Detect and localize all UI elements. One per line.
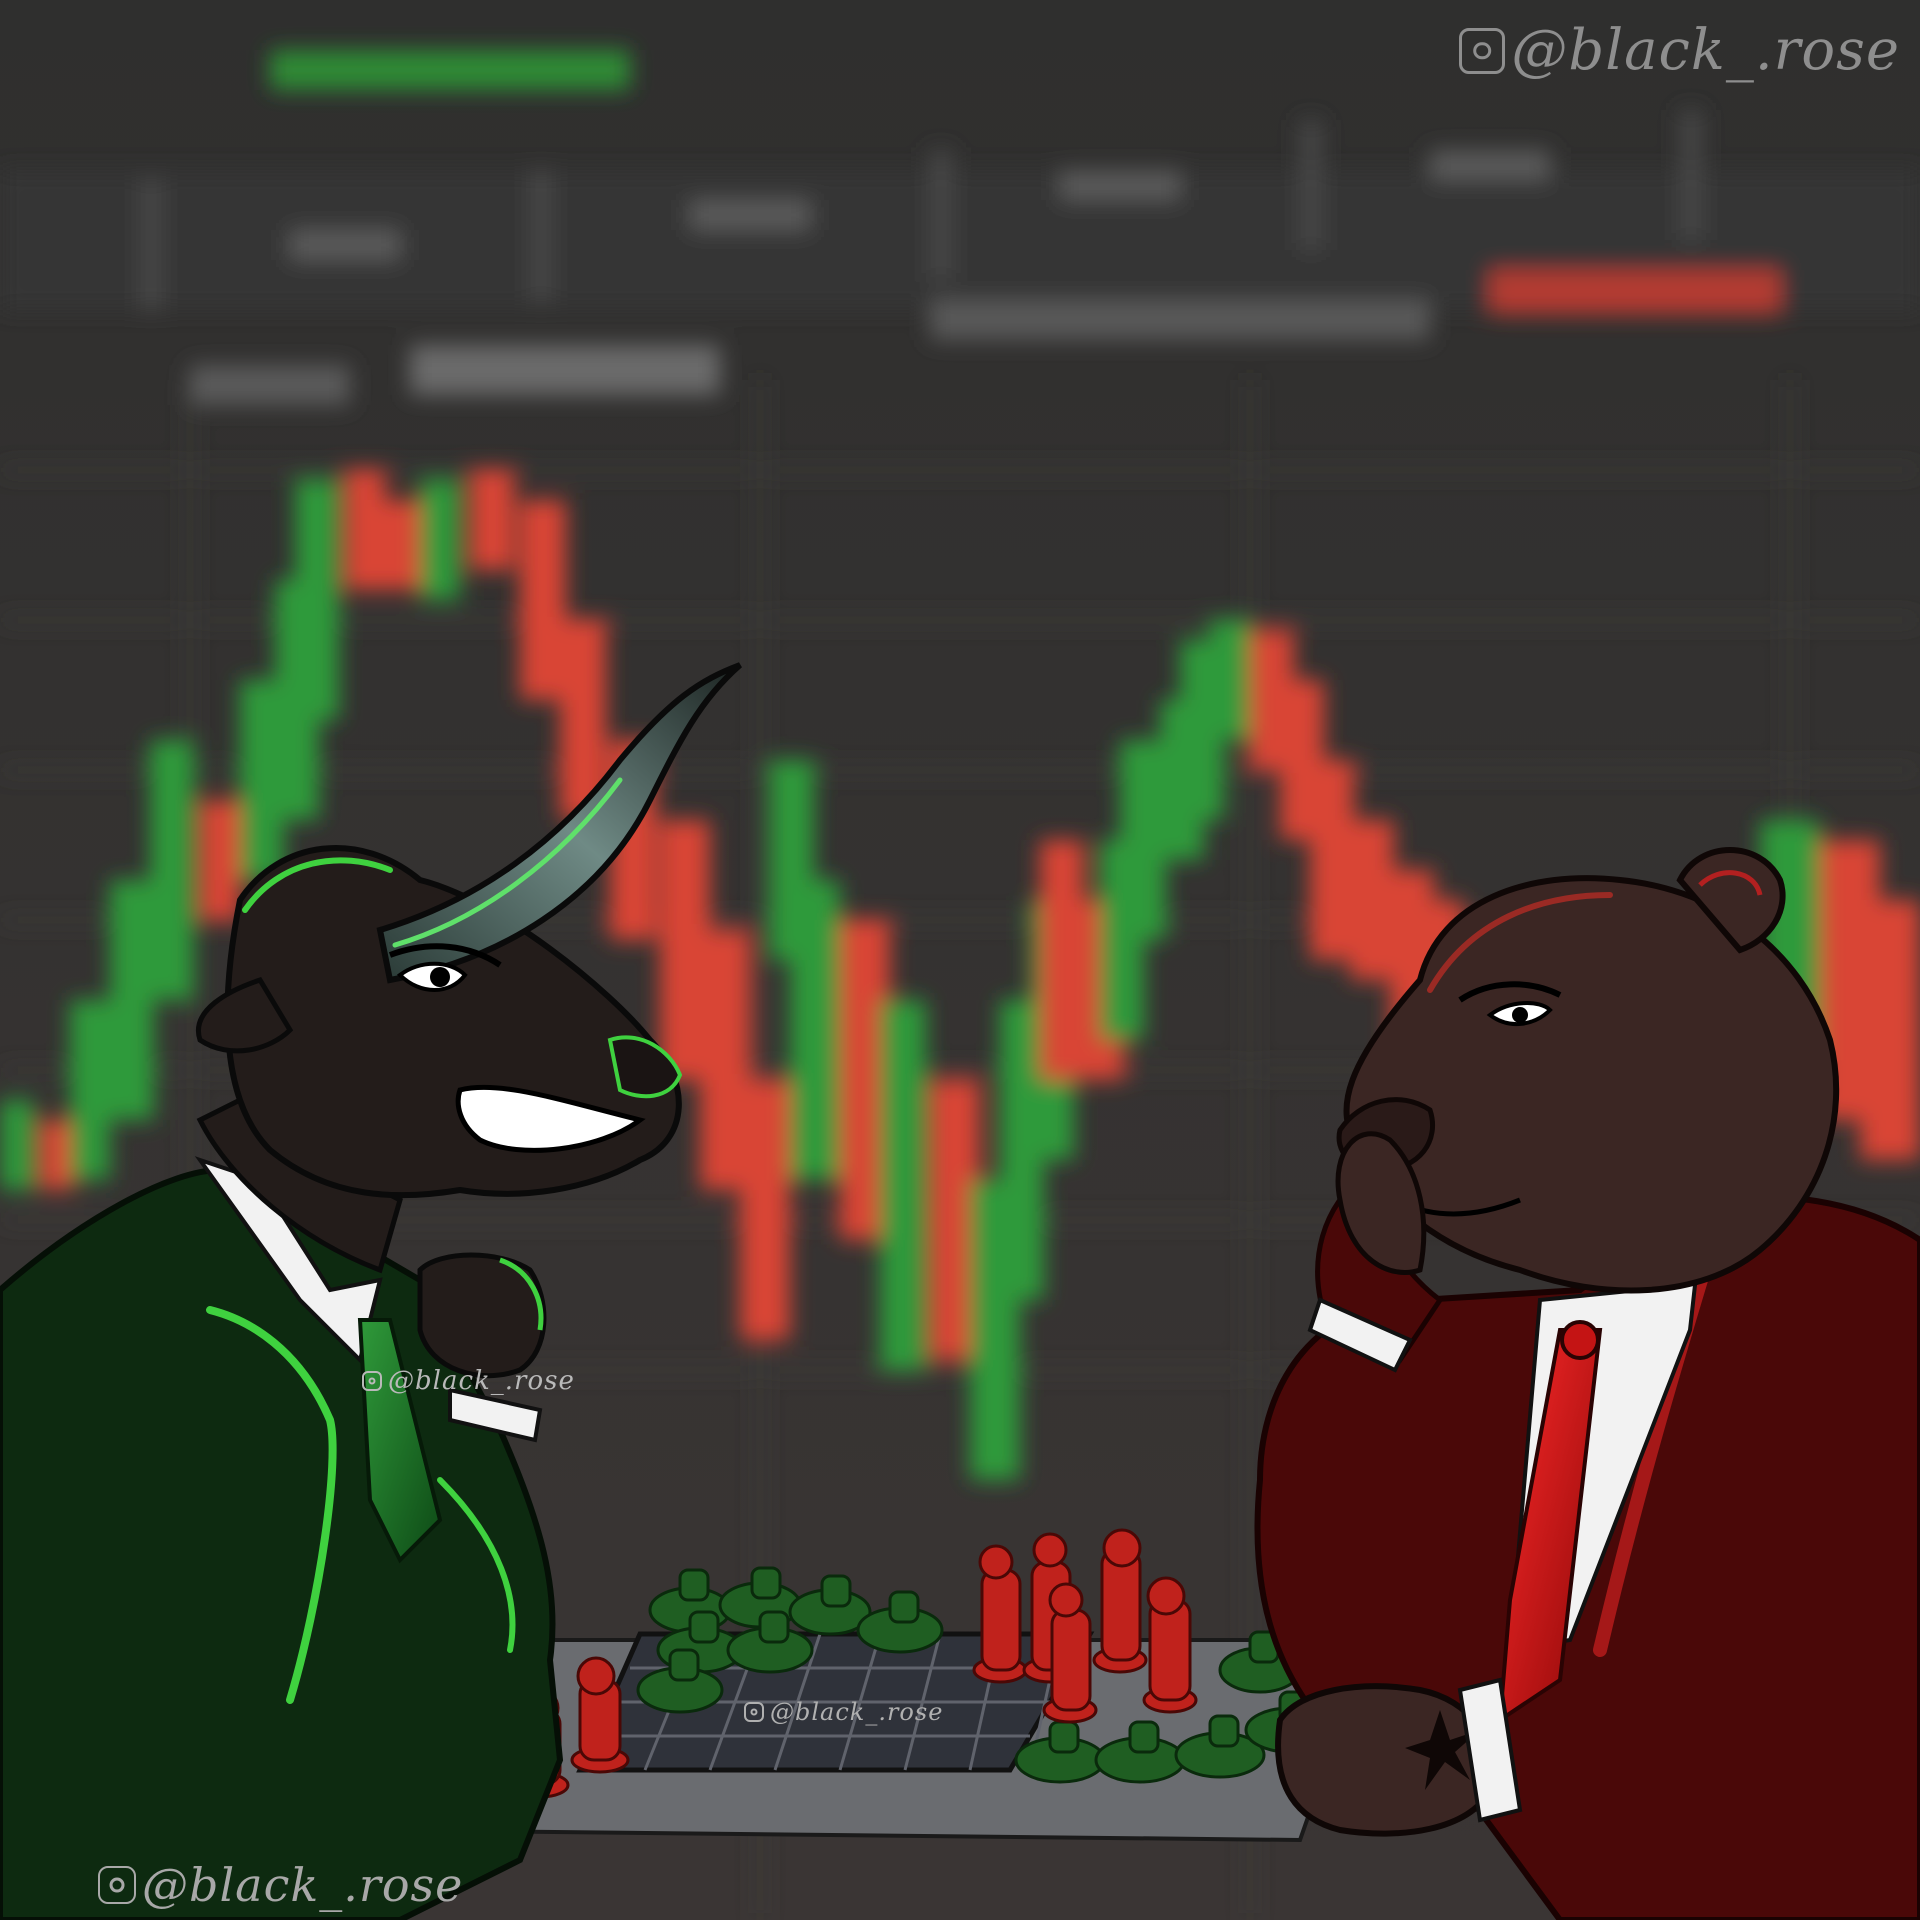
bull-chess-pieces <box>636 1566 1336 1784</box>
watermark-text: @black_.rose <box>1511 18 1900 83</box>
instagram-icon <box>744 1702 764 1722</box>
bear-table-cuff <box>1457 1677 1523 1823</box>
watermark-text: @black_.rose <box>388 1366 575 1396</box>
bear-piece <box>1042 1582 1098 1724</box>
bull-piece <box>726 1610 814 1674</box>
bull-horn-highlight <box>392 777 623 948</box>
watermark-text: @black_.rose <box>142 1858 464 1912</box>
bull-piece <box>788 1574 872 1636</box>
board-grid <box>598 1633 1070 1771</box>
bull-arm-highlight <box>437 1477 516 1653</box>
bull-snout <box>607 1035 683 1099</box>
bear-cuff <box>1307 1297 1413 1373</box>
bear-ear-inner <box>1698 870 1763 896</box>
watermark-bottom-left: @black_.rose <box>98 1858 463 1912</box>
watermark-top-right: @black_.rose <box>1459 18 1900 83</box>
bear-piece <box>1092 1528 1148 1674</box>
bull-fist-highlight <box>499 1257 544 1331</box>
bull-suit-highlight <box>206 1306 337 1704</box>
bull-piece <box>636 1648 724 1714</box>
bear-ear <box>1676 847 1786 954</box>
bull-piece <box>856 1590 944 1654</box>
bear-character <box>1254 847 1920 1920</box>
bull-horn <box>376 662 742 984</box>
bear-paw-table <box>1275 1683 1495 1837</box>
instagram-icon <box>362 1371 382 1391</box>
bull-ear <box>195 976 294 1054</box>
bull-teeth <box>455 1084 646 1153</box>
watermark-on-tie: @black_.rose <box>362 1366 575 1396</box>
watermark-on-board: @black_.rose <box>744 1698 943 1726</box>
bull-fist <box>417 1252 547 1379</box>
watermark-text: @black_.rose <box>770 1698 944 1726</box>
bear-suit-highlight <box>1593 1243 1717 1657</box>
bear-piece <box>972 1544 1028 1684</box>
bear-piece <box>570 1656 630 1774</box>
bull-pupil <box>430 967 450 987</box>
instagram-icon <box>98 1866 136 1904</box>
bear-piece <box>1142 1576 1198 1714</box>
bull-piece <box>1174 1714 1266 1779</box>
toolbar-blur <box>0 50 1920 405</box>
bear-paw-mark <box>1405 1710 1480 1790</box>
bull-character <box>0 662 742 1920</box>
bull-head-rim-light <box>242 857 393 913</box>
bear-head-rim-light <box>1427 892 1613 993</box>
blurred-chart-background <box>0 50 1920 1920</box>
bull-cuff <box>448 1387 543 1443</box>
bear-paw-cheek <box>1335 1131 1427 1275</box>
candles-right <box>1040 620 1920 1160</box>
bear-pupil <box>1512 1007 1528 1023</box>
bear-tie-knot <box>1560 1320 1600 1360</box>
bear-brow <box>1458 981 1562 1003</box>
instagram-icon <box>1459 27 1506 74</box>
bull-brow <box>388 943 502 968</box>
